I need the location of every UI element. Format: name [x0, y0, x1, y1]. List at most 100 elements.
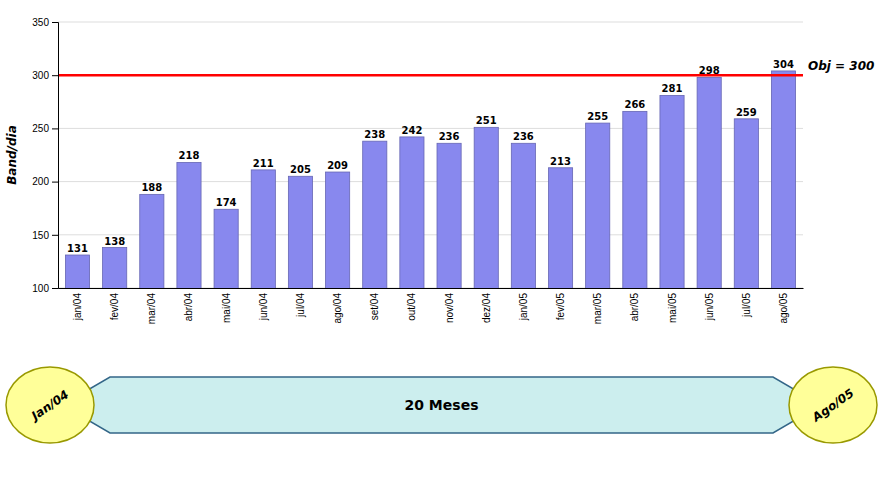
tick: mai/04	[221, 288, 232, 323]
bar	[771, 71, 795, 288]
data-label: 131	[67, 243, 88, 254]
data-label: 304	[773, 59, 794, 70]
tick-mark	[52, 182, 58, 183]
bar	[660, 95, 684, 288]
bar	[363, 141, 387, 288]
tick: out/04	[406, 288, 417, 321]
tick: ago/05	[778, 288, 789, 324]
tick-label: set/04	[369, 293, 380, 321]
period-end	[6, 367, 94, 443]
data-label: 266	[624, 99, 645, 110]
tick: 200	[32, 176, 58, 187]
grid-line	[58, 128, 803, 129]
axis-domain	[59, 288, 804, 289]
data-label: 174	[216, 197, 237, 208]
tick-label: dez/04	[481, 293, 492, 323]
data-label: 236	[513, 131, 534, 142]
tick-label: 150	[32, 230, 49, 241]
timeline: 20 Meses Jan/04 Ago/05	[6, 367, 877, 443]
tick: abr/05	[629, 288, 640, 321]
tick: abr/04	[183, 288, 194, 321]
data-label: 281	[662, 83, 683, 94]
tick: jun/05	[704, 288, 715, 321]
tick: 350	[32, 17, 58, 28]
bar	[474, 127, 498, 288]
objective-line	[58, 74, 803, 77]
tick: dez/04	[481, 288, 492, 323]
tick: jan/05	[518, 288, 529, 321]
tick: jan/04	[72, 288, 83, 321]
data-labels: 1311381882181742112052092382422362512362…	[67, 59, 794, 254]
data-label: 259	[736, 107, 757, 118]
x-axis: jan/04 fev/04 mar/04 abr/04 mai/04 jun/04 jul/…	[59, 288, 804, 324]
bar	[177, 162, 201, 288]
tick-label: mar/05	[592, 293, 603, 325]
tick-mark	[52, 288, 58, 289]
tick-label: ago/04	[332, 293, 343, 324]
tick: mai/05	[667, 288, 678, 323]
tick-label: mai/05	[667, 293, 678, 323]
tick-label: 250	[32, 123, 49, 134]
data-label: 188	[141, 182, 162, 193]
grid-line	[58, 22, 803, 23]
tick-label: abr/04	[183, 293, 194, 322]
tick: nov/04	[444, 288, 455, 323]
arrow-label: 20 Meses	[405, 397, 479, 413]
tick-label: fev/05	[555, 293, 566, 321]
data-label: 218	[179, 150, 200, 161]
tick-mark	[52, 128, 58, 129]
period-label: Ago/05	[809, 386, 857, 425]
data-label: 242	[401, 125, 422, 136]
tick: 150	[32, 230, 58, 241]
grid-line	[58, 288, 803, 289]
tick: 300	[32, 70, 58, 81]
tick: 250	[32, 123, 58, 134]
tick-label: jun/04	[258, 293, 269, 322]
tick-label: fev/04	[109, 293, 120, 321]
bar	[548, 168, 572, 288]
bar	[65, 255, 89, 288]
grid-line	[58, 234, 803, 235]
tick-mark	[52, 22, 58, 23]
bar	[511, 143, 535, 288]
data-label: 213	[550, 156, 571, 167]
tick-mark	[52, 235, 58, 236]
data-label: 236	[439, 131, 460, 142]
grid-line	[58, 181, 803, 182]
axis-domain	[52, 23, 59, 289]
bar	[697, 77, 721, 288]
tick-label: jun/05	[704, 293, 715, 322]
plot-area	[58, 71, 803, 288]
y-axis: 100 150 200 250 300 350	[32, 17, 58, 294]
bar	[103, 248, 127, 288]
axis-title: Band/dia	[5, 125, 19, 185]
tick: fev/04	[109, 288, 120, 320]
tick-label: nov/04	[444, 293, 455, 323]
tick-label: abr/05	[629, 293, 640, 322]
tick: 100	[32, 283, 58, 294]
period-label: Jan/04	[27, 387, 71, 424]
bar	[251, 170, 275, 288]
grid-line	[58, 75, 803, 76]
bar	[288, 176, 312, 288]
tick-label: 350	[32, 17, 49, 28]
data-label: 255	[587, 111, 608, 122]
tick: mar/05	[592, 288, 603, 324]
tick: set/04	[369, 288, 380, 320]
grid	[58, 22, 803, 288]
tick: jul/05	[741, 288, 752, 318]
tick: jul/04	[295, 288, 306, 318]
tick-label: jan/05	[518, 293, 529, 322]
bar	[623, 111, 647, 288]
bar	[586, 123, 610, 288]
bar	[437, 143, 461, 288]
bar	[400, 137, 424, 288]
bar	[326, 172, 350, 288]
data-label: 238	[364, 129, 385, 140]
period-arrow	[62, 377, 821, 433]
data-label: 209	[327, 160, 348, 171]
tick: fev/05	[555, 288, 566, 320]
objective-label: Obj = 300	[808, 59, 874, 73]
tick-label: out/04	[406, 293, 417, 321]
tick-label: mar/04	[146, 293, 157, 325]
